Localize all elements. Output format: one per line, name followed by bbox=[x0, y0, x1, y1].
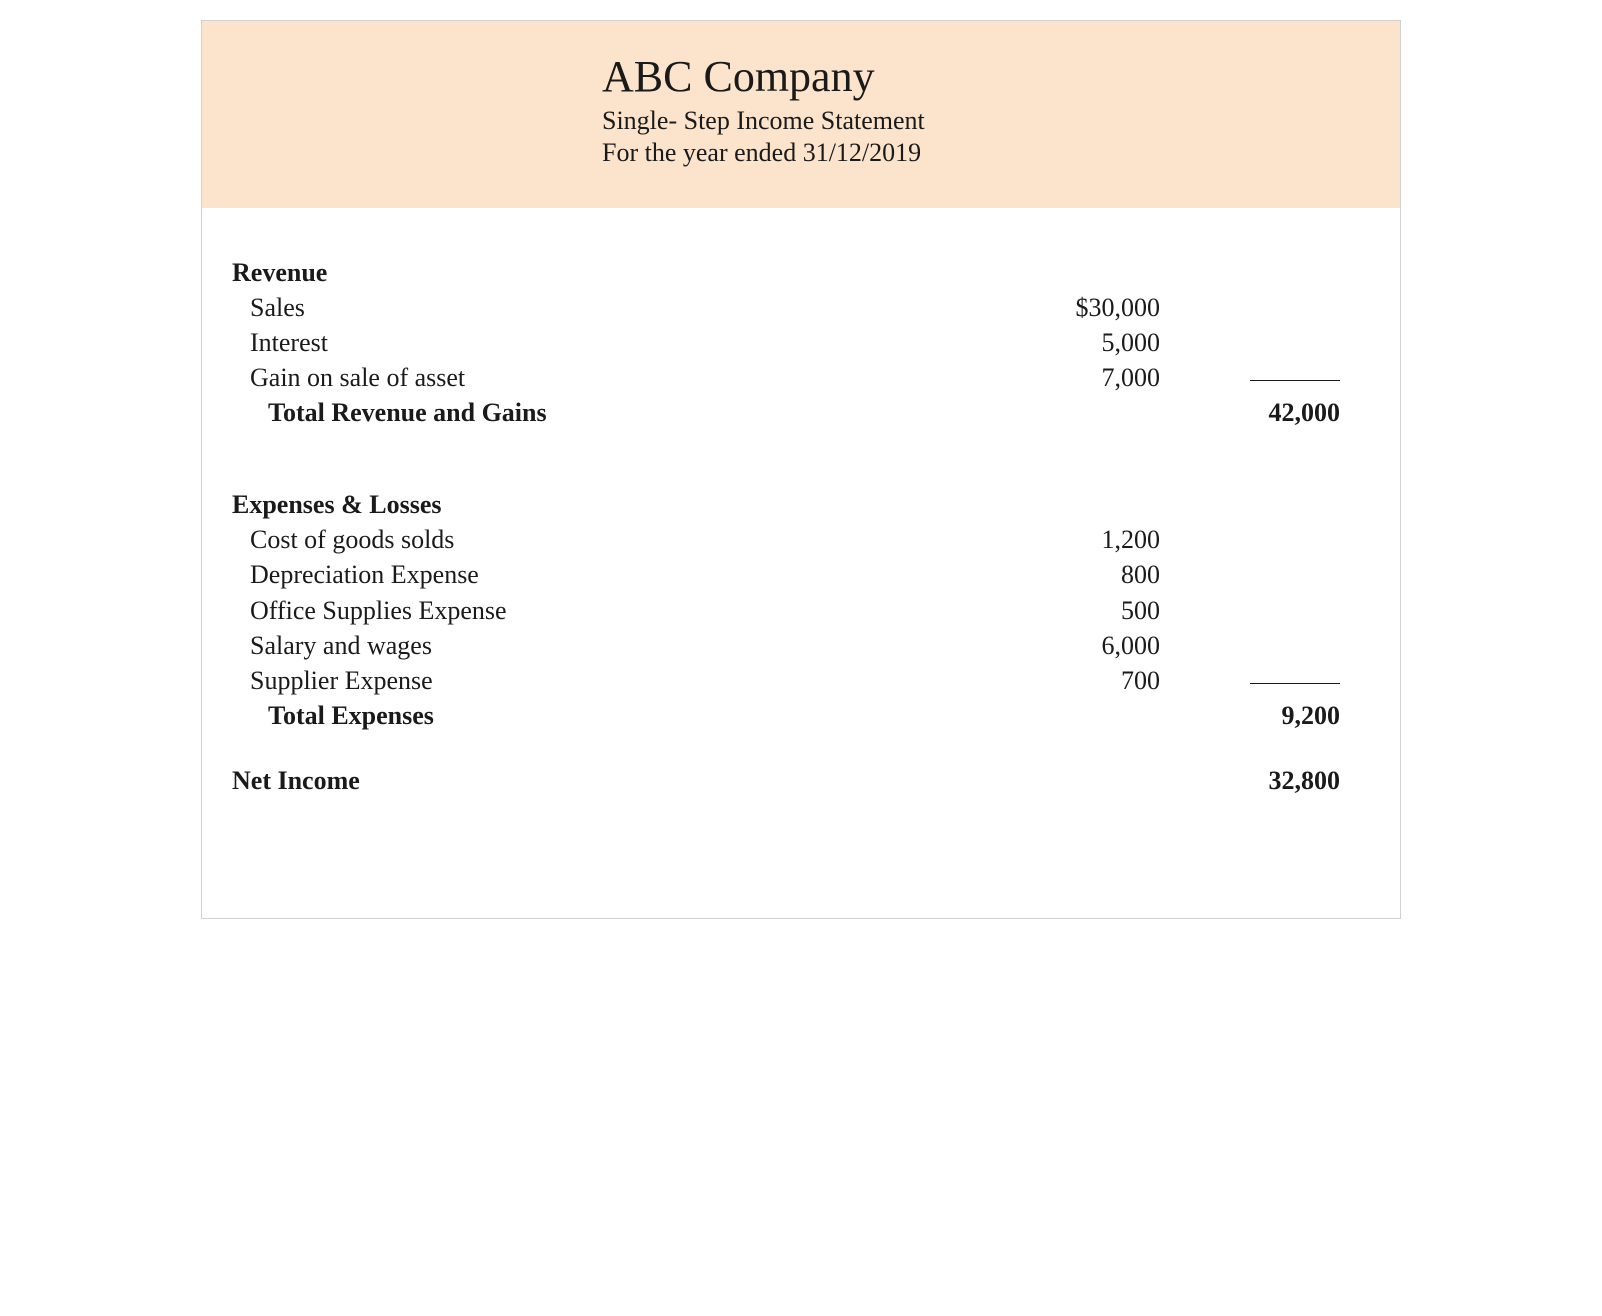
line-amount: 500 bbox=[1010, 593, 1190, 628]
line-amount: 6,000 bbox=[1010, 628, 1190, 663]
line-amount: 1,200 bbox=[1010, 522, 1190, 557]
line-label: Office Supplies Expense bbox=[232, 593, 1010, 628]
net-income-value: 32,800 bbox=[1190, 763, 1370, 798]
expense-line-item: Supplier Expense 700 bbox=[232, 663, 1370, 698]
line-amount: 800 bbox=[1010, 557, 1190, 592]
line-label: Supplier Expense bbox=[232, 663, 1010, 698]
expense-line-item: Depreciation Expense 800 bbox=[232, 557, 1370, 592]
line-amount: $30,000 bbox=[1010, 290, 1190, 325]
revenue-total-value: 42,000 bbox=[1190, 395, 1370, 430]
line-label: Interest bbox=[232, 325, 1010, 360]
income-statement: ABC Company Single- Step Income Statemen… bbox=[201, 20, 1401, 919]
net-income-row: Net Income 32,800 bbox=[232, 763, 1370, 798]
statement-type: Single- Step Income Statement bbox=[602, 106, 1360, 136]
statement-period: For the year ended 31/12/2019 bbox=[602, 138, 1360, 168]
expense-line-item: Cost of goods solds 1,200 bbox=[232, 522, 1370, 557]
line-amount: 7,000 bbox=[1010, 360, 1190, 395]
line-label: Cost of goods solds bbox=[232, 522, 1010, 557]
revenue-line-item: Interest 5,000 bbox=[232, 325, 1370, 360]
line-amount: 700 bbox=[1010, 663, 1190, 698]
revenue-header: Revenue bbox=[232, 258, 1370, 288]
statement-body: Revenue Sales $30,000 Interest 5,000 Gai… bbox=[202, 208, 1400, 918]
expenses-total-value: 9,200 bbox=[1190, 698, 1370, 733]
expenses-header: Expenses & Losses bbox=[232, 490, 1370, 520]
subtotal-rule bbox=[1250, 683, 1340, 684]
line-label: Sales bbox=[232, 290, 1010, 325]
company-name: ABC Company bbox=[602, 51, 1360, 102]
subtotal-rule bbox=[1250, 380, 1340, 381]
expense-line-item: Office Supplies Expense 500 bbox=[232, 593, 1370, 628]
revenue-total-row: Total Revenue and Gains 42,000 bbox=[232, 395, 1370, 430]
line-label: Gain on sale of asset bbox=[232, 360, 1010, 395]
revenue-line-item: Gain on sale of asset 7,000 bbox=[232, 360, 1370, 395]
expense-line-item: Salary and wages 6,000 bbox=[232, 628, 1370, 663]
line-label: Depreciation Expense bbox=[232, 557, 1010, 592]
revenue-line-item: Sales $30,000 bbox=[232, 290, 1370, 325]
expenses-total-row: Total Expenses 9,200 bbox=[232, 698, 1370, 733]
revenue-total-label: Total Revenue and Gains bbox=[232, 395, 1010, 430]
line-amount: 5,000 bbox=[1010, 325, 1190, 360]
expenses-total-label: Total Expenses bbox=[232, 698, 1010, 733]
net-income-label: Net Income bbox=[232, 763, 1010, 798]
statement-header: ABC Company Single- Step Income Statemen… bbox=[202, 21, 1400, 208]
line-label: Salary and wages bbox=[232, 628, 1010, 663]
